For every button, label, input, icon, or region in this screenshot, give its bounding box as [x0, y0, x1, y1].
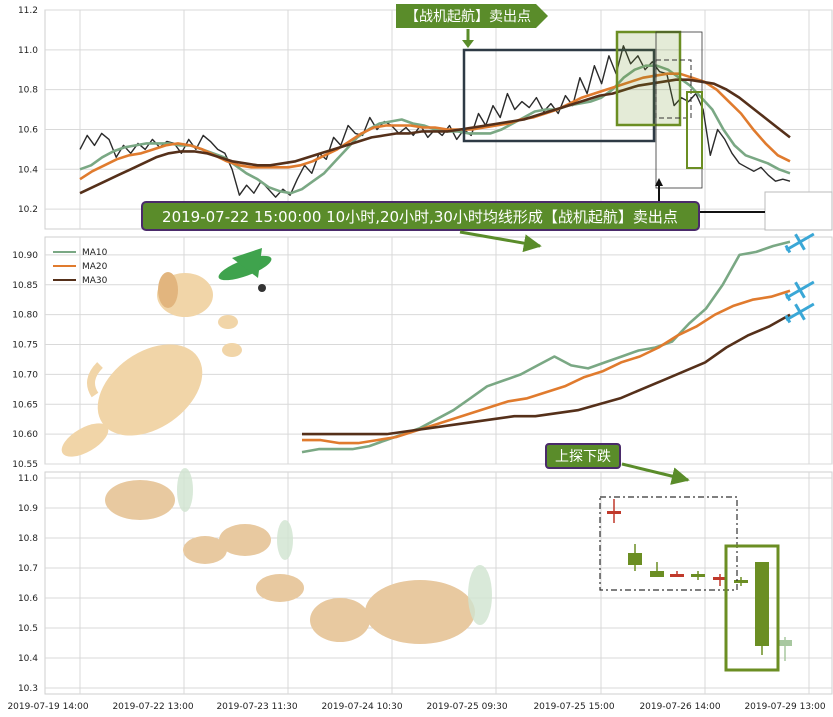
bottom-callout: 2019-07-22 15:00:00 10小时,20小时,30小时均线形成【战…: [141, 201, 700, 253]
y-tick-label: 10.80: [12, 311, 38, 321]
candle-body: [628, 553, 642, 565]
x-tick-label: 2019-07-24 10:30: [321, 702, 402, 712]
y-tick-label: 10.6: [18, 594, 38, 604]
x-tick-label: 2019-07-23 11:30: [216, 702, 297, 712]
thumbnail-box: [764, 191, 833, 231]
legend-label: MA20: [82, 262, 108, 272]
series-line-ma20: [302, 289, 791, 445]
x-tick-label: 2019-07-25 09:30: [426, 702, 507, 712]
candle-body: [670, 574, 684, 577]
dog-body: [365, 580, 475, 644]
dog-paw: [222, 343, 242, 357]
dog-leg: [61, 423, 109, 457]
candle-callout-text: 上探下跌: [555, 449, 611, 465]
toy-plane-icon: [218, 248, 272, 292]
candle-body: [755, 562, 769, 646]
y-tick-label: 10.55: [12, 460, 38, 470]
dog-body: [97, 344, 203, 436]
highlight-box-green: [615, 30, 682, 127]
candle-box-green: [724, 544, 780, 672]
highlight-box-green-small: [686, 91, 703, 169]
y-tick-label: 10.5: [18, 624, 38, 634]
plane-icon: [784, 302, 815, 324]
series-line-ma30: [79, 78, 791, 195]
y-tick-label: 10.6: [18, 125, 38, 135]
top-callout: 【战机起航】卖出点: [396, 4, 548, 48]
y-tick-label: 10.75: [12, 341, 38, 351]
legend: MA10 MA20 MA30: [53, 248, 108, 286]
y-tick-label: 10.3: [18, 684, 38, 694]
plane-icon: [784, 232, 815, 254]
series-line-ma20: [79, 72, 791, 181]
candle-body: [778, 640, 792, 646]
dog-tail: [87, 362, 103, 398]
legend-label: MA10: [82, 248, 108, 258]
y-tick-label: 10.9: [18, 504, 38, 514]
y-tick-label: 10.4: [18, 165, 38, 175]
x-tick-label: 2019-07-26 14:00: [639, 702, 720, 712]
y-tick-label: 10.7: [18, 564, 38, 574]
y-tick-label: 11.0: [18, 474, 38, 484]
x-tick-label: 2019-07-19 14:00: [7, 702, 88, 712]
candle-body: [691, 574, 705, 577]
candle-body: [734, 580, 748, 583]
dog-body: [183, 536, 227, 564]
y-tick-label: 10.60: [12, 430, 38, 440]
candle-body: [607, 511, 621, 514]
y-tick-label: 10.90: [12, 251, 38, 261]
y-tick-label: 11.2: [18, 6, 38, 16]
dog-body: [219, 524, 271, 556]
y-tick-label: 10.2: [18, 205, 38, 215]
x-tick-label: 2019-07-22 13:00: [112, 702, 193, 712]
highlight-box-dark: [462, 48, 656, 143]
candle-box-dashed: [599, 496, 738, 591]
dog-plane-illustration: [61, 248, 272, 457]
dog-body: [310, 598, 370, 642]
dog-body: [256, 574, 304, 602]
y-tick-label: 10.4: [18, 654, 38, 664]
dog-ear: [158, 272, 178, 308]
flying-dogs-illustration: [105, 468, 492, 644]
propeller-icon: [468, 565, 492, 625]
dog-paw: [218, 315, 238, 329]
candle-body: [713, 577, 727, 580]
legend-label: MA30: [82, 276, 108, 286]
candle-body: [650, 571, 664, 577]
plane-icons: [764, 191, 833, 324]
x-tick-label: 2019-07-29 13:00: [744, 702, 825, 712]
candlesticks: [607, 499, 792, 661]
top-callout-text: 【战机起航】卖出点: [405, 9, 531, 25]
y-tick-label: 11.0: [18, 46, 38, 56]
bottom-callout-text: 2019-07-22 15:00:00 10小时,20小时,30小时均线形成【战…: [162, 208, 678, 226]
dog-body: [105, 480, 175, 520]
propeller-icon: [277, 520, 293, 560]
series-lines: [79, 45, 791, 454]
propeller-icon: [177, 468, 193, 512]
candle-callout: 上探下跌: [545, 443, 690, 485]
price-panel: [44, 9, 833, 230]
x-tick-label: 2019-07-25 15:00: [533, 702, 614, 712]
y-tick-label: 10.8: [18, 534, 38, 544]
series-line-ma10: [301, 240, 791, 454]
axis-ticks: 11.2 11.0 10.8 10.6 10.4 10.2 10.90 10.85 10.80 1…: [7, 6, 825, 712]
y-tick-label: 10.85: [12, 281, 38, 291]
y-tick-label: 10.8: [18, 86, 38, 96]
y-tick-label: 10.70: [12, 370, 38, 380]
y-tick-label: 10.65: [12, 400, 38, 410]
pointer-arrowhead: [655, 178, 663, 186]
series-line-ma30: [302, 313, 791, 436]
plane-icon: [784, 280, 815, 302]
